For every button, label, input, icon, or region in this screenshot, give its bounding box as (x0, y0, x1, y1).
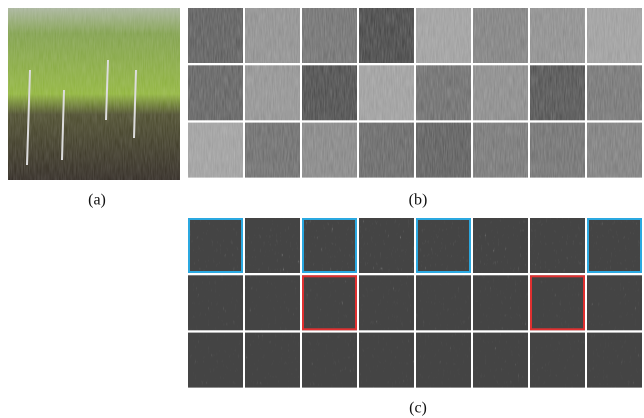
panel-caption: (a) (88, 192, 106, 209)
feature-texture (359, 8, 414, 63)
feature-texture (359, 123, 414, 178)
feature-texture (473, 333, 528, 388)
feature-maps-b (188, 8, 642, 178)
feature-texture (245, 275, 300, 330)
feature-texture (245, 333, 300, 388)
feature-texture (530, 333, 585, 388)
feature-texture (473, 65, 528, 120)
feature-texture (416, 123, 471, 178)
feature-texture (245, 65, 300, 120)
feature-texture (302, 333, 357, 388)
feature-texture (245, 123, 300, 178)
feature-texture (530, 8, 585, 63)
feature-texture (473, 123, 528, 178)
photo (8, 8, 180, 180)
feature-maps-c (188, 218, 642, 388)
feature-texture (587, 333, 642, 388)
feature-texture (359, 218, 414, 273)
feature-texture (302, 218, 357, 273)
feature-texture (302, 275, 357, 330)
feature-texture (473, 275, 528, 330)
feature-texture (302, 8, 357, 63)
feature-texture (188, 123, 243, 178)
feature-texture (302, 123, 357, 178)
feature-texture (587, 65, 642, 120)
feature-texture (530, 65, 585, 120)
feature-texture (530, 123, 585, 178)
feature-texture (359, 333, 414, 388)
feature-texture (245, 8, 300, 63)
feature-texture (416, 65, 471, 120)
feature-texture (416, 275, 471, 330)
feature-texture (473, 218, 528, 273)
feature-texture (188, 8, 243, 63)
feature-texture (416, 333, 471, 388)
feature-texture (416, 218, 471, 273)
figure: (a) (b) (c) (0, 0, 644, 418)
body: (a) (b) (c) (() => { const data = JSON.p… (0, 0, 644, 418)
feature-texture (188, 218, 243, 273)
panel-caption: (c) (409, 400, 427, 417)
feature-texture (416, 8, 471, 63)
feature-texture (587, 275, 642, 330)
page: {"figure": {"panels": [{"label": "(a)"},… (0, 0, 644, 418)
feature-texture (530, 218, 585, 273)
panel-caption: (b) (409, 192, 428, 209)
feature-texture (587, 218, 642, 273)
feature-texture (359, 65, 414, 120)
feature-texture (359, 275, 414, 330)
feature-texture (587, 8, 642, 63)
feature-texture (587, 123, 642, 178)
feature-texture (473, 8, 528, 63)
feature-texture (302, 65, 357, 120)
feature-texture (188, 65, 243, 120)
feature-texture (188, 333, 243, 388)
feature-texture (530, 275, 585, 330)
feature-texture (188, 275, 243, 330)
feature-texture (245, 218, 300, 273)
